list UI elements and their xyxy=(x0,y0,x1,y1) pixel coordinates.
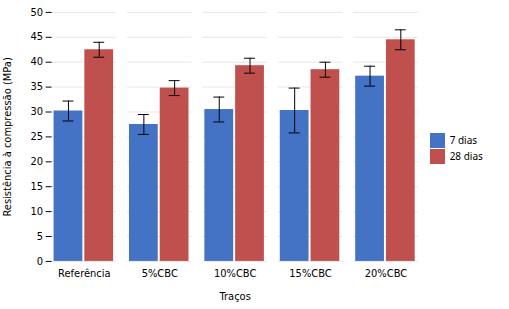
html-text:7 dias: 7 dias xyxy=(449,133,478,148)
svg-text:Referência: Referência xyxy=(58,268,111,279)
svg-text:15: 15 xyxy=(31,181,44,192)
svg-text:Traços: Traços xyxy=(218,291,250,302)
svg-text:10: 10 xyxy=(31,206,44,217)
svg-text:0: 0 xyxy=(37,256,43,267)
svg-text:Resistência à compressão (MPa): Resistência à compressão (MPa) xyxy=(2,57,13,217)
svg-text:10%CBC: 10%CBC xyxy=(214,268,257,279)
html-text:28 dias: 28 dias xyxy=(449,149,483,164)
svg-text:15%CBC: 15%CBC xyxy=(289,268,332,279)
svg-text:50: 50 xyxy=(31,7,44,18)
svg-text:20%CBC: 20%CBC xyxy=(365,268,408,279)
svg-text:45: 45 xyxy=(31,31,44,42)
svg-text:30: 30 xyxy=(31,106,44,117)
svg-text:5%CBC: 5%CBC xyxy=(142,268,178,279)
svg-text:35: 35 xyxy=(31,81,44,92)
svg-text:5: 5 xyxy=(37,231,43,242)
svg-text:40: 40 xyxy=(31,56,44,67)
svg-text:20: 20 xyxy=(31,156,44,167)
svg-text:25: 25 xyxy=(31,131,44,142)
